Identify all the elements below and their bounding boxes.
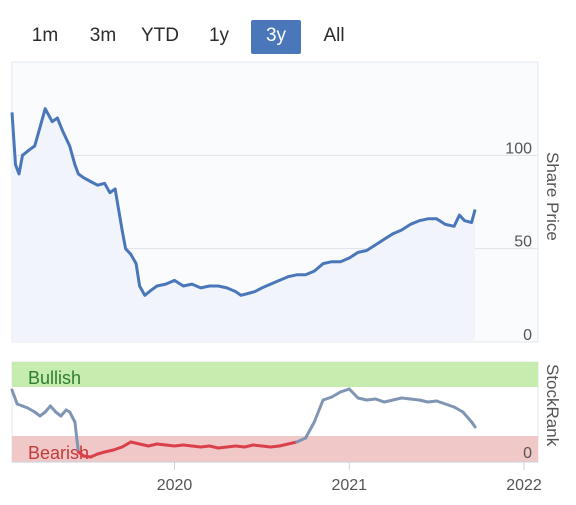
- price-axis-title: Share Price: [543, 152, 562, 241]
- price-axis-ticks: 0 50 100: [505, 140, 532, 344]
- stockrank-segment: [330, 390, 342, 399]
- range-button-3m[interactable]: 3m: [89, 25, 117, 46]
- stockrank-segment: [374, 397, 386, 404]
- price-tick-label: 0: [523, 327, 532, 344]
- stockrank-segment: [68, 410, 77, 424]
- stockrank-segment: [10, 388, 19, 406]
- price-area-fill: [12, 108, 476, 342]
- stockrank-segment: [435, 399, 447, 406]
- stockrank-panel: Bullish Bearish 0 StockRank: [10, 361, 562, 463]
- bearish-label: Bearish: [28, 443, 89, 463]
- stockrank-segment: [73, 420, 80, 454]
- stockrank-segment: [321, 395, 334, 402]
- stockrank-segment: [339, 387, 351, 394]
- range-button-all[interactable]: All: [323, 25, 345, 46]
- bearish-zone: [12, 436, 538, 462]
- stockrank-segment: [242, 443, 255, 449]
- x-tick-label: 2020: [157, 477, 193, 494]
- stockrank-segment: [103, 448, 115, 454]
- stockrank-segment: [304, 420, 316, 440]
- price-tick-label: 50: [514, 234, 532, 251]
- stockrank-segment: [470, 420, 477, 429]
- x-tick-label: 2021: [331, 477, 367, 494]
- stockrank-segment: [129, 440, 142, 446]
- x-tick-label: 2022: [506, 477, 542, 494]
- price-line: [10, 107, 477, 297]
- range-button-ytd[interactable]: YTD: [141, 25, 179, 46]
- stockrank-segment: [382, 398, 395, 404]
- rank-tick-label: 0: [523, 445, 532, 462]
- stockrank-segment: [443, 402, 456, 409]
- rank-axis-ticks: 0: [523, 445, 532, 462]
- range-selector: 1m 3m YTD 1y 3y All: [0, 0, 576, 60]
- stockrank-segment: [111, 445, 124, 452]
- bullish-zone: [12, 362, 538, 387]
- rank-axis-title: StockRank: [543, 364, 562, 447]
- range-button-3y[interactable]: 3y: [251, 20, 301, 54]
- range-button-1m[interactable]: 1m: [31, 25, 59, 46]
- price-tick-label: 100: [505, 140, 532, 157]
- x-axis: 2020 2021 2022: [12, 461, 542, 494]
- stockrank-segment: [452, 405, 465, 414]
- stockrank-segment: [461, 410, 474, 424]
- stockrank-segment: [347, 387, 360, 400]
- bullish-label: Bullish: [28, 368, 81, 388]
- stockrank-segment: [312, 398, 325, 424]
- range-button-1y[interactable]: 1y: [208, 25, 230, 46]
- stockrank-line: [10, 387, 477, 459]
- stockrank-segment: [295, 436, 308, 444]
- stockrank-segment: [120, 440, 133, 449]
- price-panel: 0 50 100 Share Price: [10, 61, 562, 344]
